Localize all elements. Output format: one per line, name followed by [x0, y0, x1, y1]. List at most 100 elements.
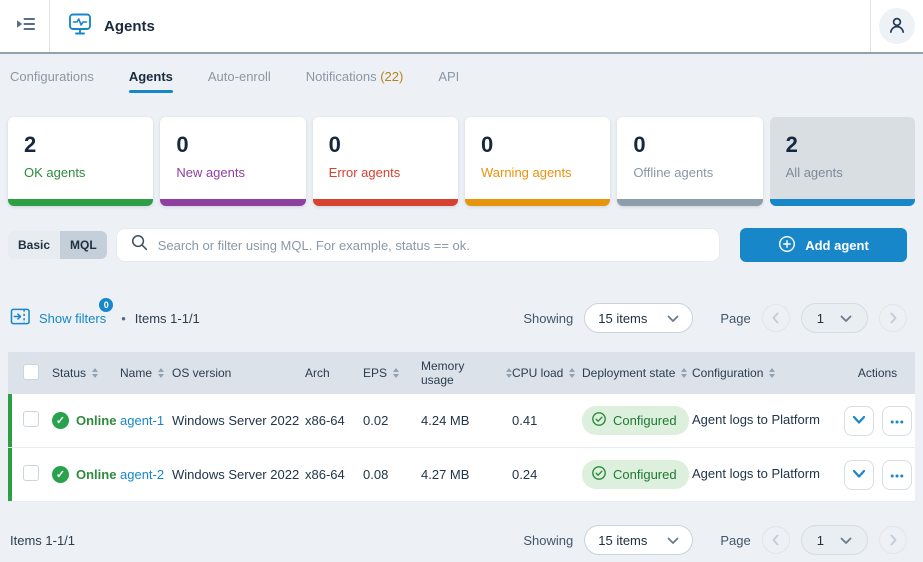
chevron-down-icon	[840, 311, 852, 326]
sort-icon[interactable]	[158, 368, 165, 378]
deployment-badge: Configured	[582, 406, 689, 435]
status-cell: ✓ Online	[52, 466, 120, 483]
tab-notifications[interactable]: Notifications (22)	[305, 69, 404, 84]
prev-page-button[interactable]	[761, 526, 790, 554]
col-eps[interactable]: EPS	[363, 366, 421, 380]
sidebar-toggle-button[interactable]	[0, 0, 50, 52]
sort-icon[interactable]	[506, 368, 512, 378]
sort-icon[interactable]	[769, 368, 776, 378]
arch-cell: x86-64	[305, 413, 345, 428]
col-configuration[interactable]: Configuration	[692, 366, 840, 380]
agents-monitor-icon	[67, 11, 93, 41]
arch-cell: x86-64	[305, 467, 345, 482]
card-new-agents[interactable]: 0 New agents	[160, 117, 306, 206]
filters-row: Show filters 0 • Items 1-1/1 Showing 15 …	[10, 298, 907, 334]
row-checkbox[interactable]	[23, 411, 39, 427]
sort-icon[interactable]	[92, 368, 99, 378]
page-label: Page	[720, 310, 751, 326]
mql-mode-button[interactable]: MQL	[60, 231, 107, 259]
configuration-cell: Agent logs to Platform	[692, 412, 820, 428]
table-row: ✓ Online agent-2 Windows Server 2022 x86…	[8, 448, 915, 502]
all-agents-label: All agents	[785, 165, 843, 180]
status-cell: ✓ Online	[52, 412, 120, 429]
cpu-cell: 0.24	[512, 467, 538, 482]
page-size-select[interactable]: 15 items	[584, 303, 694, 333]
all-color-bar	[769, 199, 915, 206]
deployment-badge: Configured	[582, 460, 689, 489]
search-input[interactable]	[157, 237, 706, 253]
col-cpu-load[interactable]: CPU load	[512, 366, 582, 380]
sidebar-expand-icon	[13, 12, 37, 41]
basic-mode-button[interactable]: Basic	[8, 231, 61, 259]
page-label: Page	[720, 532, 751, 548]
memory-cell: 4.27 MB	[421, 467, 470, 482]
tab-configurations[interactable]: Configurations	[10, 69, 94, 84]
col-actions: Actions	[857, 366, 898, 380]
filter-count-badge: 0	[99, 298, 114, 312]
row-more-actions-button[interactable]	[881, 459, 912, 490]
os-version-cell: Windows Server 2022	[172, 413, 300, 428]
online-check-icon: ✓	[52, 466, 69, 483]
card-ok-agents[interactable]: 2 OK agents	[8, 117, 154, 206]
agent-stat-cards: 2 OK agents 0 New agents 0 Error agents …	[8, 117, 915, 206]
configured-check-icon	[591, 411, 607, 430]
dot-separator: •	[121, 310, 126, 326]
ok-color-bar	[8, 199, 154, 206]
warning-color-bar	[464, 199, 611, 206]
chevron-down-icon	[667, 311, 679, 326]
user-account-button[interactable]	[879, 8, 915, 44]
new-color-bar	[160, 199, 306, 206]
select-all-checkbox[interactable]	[23, 363, 39, 380]
add-agent-button[interactable]: Add agent	[740, 228, 907, 262]
tab-auto-enroll[interactable]: Auto-enroll	[207, 69, 271, 84]
expand-row-button[interactable]	[843, 405, 874, 436]
showing-label: Showing	[523, 532, 574, 548]
sort-icon[interactable]	[681, 368, 688, 378]
search-toolbar: Basic MQL Add agent	[8, 228, 907, 262]
show-filters-label: Show filters	[39, 310, 107, 326]
chevron-down-icon	[667, 533, 679, 548]
ok-agents-count: 2	[24, 132, 37, 157]
page-title: Agents	[104, 17, 155, 35]
card-warning-agents[interactable]: 0 Warning agents	[464, 117, 611, 206]
chevron-down-icon	[840, 533, 852, 548]
row-more-actions-button[interactable]	[881, 405, 912, 436]
page-size-select[interactable]: 15 items	[584, 525, 694, 555]
offline-color-bar	[617, 199, 763, 206]
status-text: Online	[76, 467, 117, 482]
expand-row-button[interactable]	[843, 459, 874, 490]
pagination-bottom: Showing 15 items Page 1	[523, 525, 907, 555]
search-mode-toggle: Basic MQL	[8, 231, 107, 259]
col-status[interactable]: Status	[52, 366, 120, 380]
search-icon	[130, 233, 149, 257]
show-filters-button[interactable]: Show filters 0	[10, 298, 114, 329]
current-page-select[interactable]: 1	[800, 303, 868, 333]
col-deployment-state[interactable]: Deployment state	[582, 366, 692, 380]
notifications-count: (22)	[380, 69, 404, 84]
error-color-bar	[312, 199, 458, 206]
card-all-agents[interactable]: 2 All agents	[769, 117, 915, 206]
plus-circle-icon	[778, 235, 796, 256]
configured-check-icon	[591, 465, 607, 484]
pagination-top: Showing 15 items Page 1	[523, 303, 907, 333]
items-range-bottom: Items 1-1/1	[10, 532, 76, 548]
showing-label: Showing	[523, 310, 574, 326]
row-checkbox[interactable]	[23, 465, 39, 481]
tab-api[interactable]: API	[438, 69, 460, 84]
current-page-select[interactable]: 1	[800, 525, 868, 555]
ok-agents-label: OK agents	[24, 165, 86, 180]
error-agents-count: 0	[328, 132, 341, 157]
agent-name-link[interactable]: agent-1	[120, 413, 165, 428]
col-memory-usage[interactable]: Memory usage	[421, 359, 512, 387]
prev-page-button[interactable]	[761, 304, 790, 332]
card-offline-agents[interactable]: 0 Offline agents	[617, 117, 763, 206]
col-name[interactable]: Name	[120, 366, 172, 380]
agent-name-link[interactable]: agent-2	[120, 467, 165, 482]
tab-agents[interactable]: Agents	[128, 69, 173, 93]
card-error-agents[interactable]: 0 Error agents	[312, 117, 458, 206]
new-agents-count: 0	[176, 132, 189, 157]
next-page-button[interactable]	[879, 304, 907, 332]
sort-icon[interactable]	[393, 368, 400, 378]
next-page-button[interactable]	[879, 526, 907, 554]
sort-icon[interactable]	[569, 368, 576, 378]
